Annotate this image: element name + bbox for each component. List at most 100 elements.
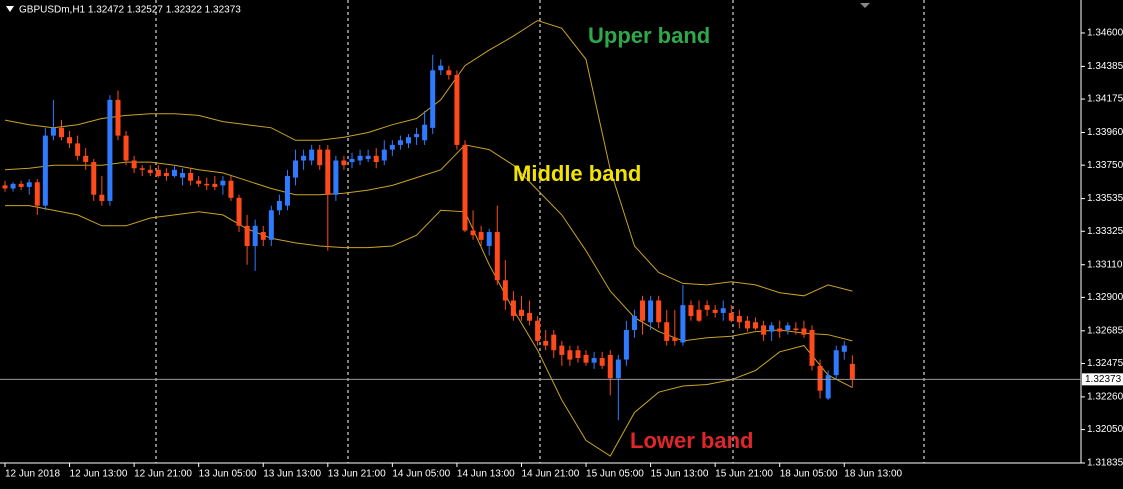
- y-tick-label: 1.32260: [1087, 392, 1123, 403]
- candle-body: [648, 300, 654, 323]
- candle-body: [704, 305, 710, 310]
- candle-body: [212, 183, 218, 187]
- candle-body: [833, 350, 839, 376]
- candle-body: [91, 162, 97, 195]
- candle-body: [761, 325, 767, 335]
- candle-body: [365, 155, 371, 159]
- candle-body: [623, 330, 629, 360]
- candle-body: [720, 308, 726, 313]
- candle-body: [26, 182, 32, 187]
- candle-body: [494, 232, 500, 281]
- candle-body: [793, 328, 799, 331]
- candle-body: [389, 144, 395, 150]
- candle-body: [478, 232, 484, 240]
- candle-body: [615, 359, 621, 379]
- band-line: [4, 19, 853, 297]
- candle-body: [139, 168, 145, 170]
- candle-body: [42, 135, 48, 206]
- candle-body: [309, 149, 315, 161]
- candle-body: [777, 328, 783, 332]
- candle-body: [664, 322, 670, 341]
- candle-body: [406, 137, 411, 144]
- candle-body: [228, 180, 234, 198]
- candle-body: [10, 183, 16, 189]
- candle-body: [268, 210, 274, 240]
- x-tick-label: 14 Jun 21:00: [521, 469, 579, 480]
- candle-body: [656, 300, 662, 323]
- y-tick-label: 1.31835: [1087, 458, 1123, 469]
- candle-body: [430, 70, 436, 128]
- candle-body: [527, 312, 533, 321]
- candle-body: [502, 280, 508, 301]
- candle-body: [454, 74, 460, 145]
- candle-body: [301, 155, 307, 161]
- candle-body: [341, 160, 347, 166]
- candle-body: [736, 316, 742, 323]
- x-tick-label: 18 Jun 05:00: [780, 469, 838, 480]
- x-tick-label: 13 Jun 21:00: [328, 469, 386, 480]
- candle-body: [486, 232, 492, 247]
- candle-body: [349, 158, 355, 163]
- candle-body: [357, 155, 363, 161]
- candle-body: [325, 149, 331, 195]
- candle-body: [769, 325, 775, 332]
- price-tag-label: 1.32373: [1085, 374, 1122, 385]
- candle-body: [99, 194, 105, 201]
- candle-body: [260, 232, 266, 240]
- y-tick-label: 1.32685: [1087, 325, 1123, 336]
- candle-body: [107, 99, 113, 201]
- band-line: [4, 144, 853, 342]
- candle-body: [397, 140, 403, 145]
- band-line: [5, 205, 853, 457]
- x-tick-label: 12 Jun 21:00: [134, 469, 192, 480]
- band-label: Middle band: [513, 161, 641, 186]
- candle-body: [438, 65, 444, 71]
- symbol-icon: [6, 6, 14, 12]
- x-tick-label: 15 Jun 05:00: [586, 469, 644, 480]
- y-tick-label: 1.33325: [1087, 226, 1123, 237]
- candle-body: [688, 305, 694, 317]
- candle-body: [631, 316, 637, 331]
- candle-body: [34, 182, 40, 206]
- x-tick-label: 12 Jun 13:00: [70, 469, 128, 480]
- candle-body: [753, 322, 759, 329]
- y-tick-label: 1.33535: [1087, 193, 1123, 204]
- band-label: Lower band: [630, 428, 753, 453]
- candle-body: [171, 169, 177, 177]
- x-tick-label: 13 Jun 13:00: [263, 469, 321, 480]
- y-tick-label: 1.34600: [1087, 28, 1123, 39]
- candle-body: [801, 328, 807, 335]
- candle-body: [575, 350, 581, 359]
- price-tag: [1082, 373, 1123, 386]
- y-tick-label: 1.34175: [1087, 94, 1123, 105]
- candle-body: [163, 172, 169, 177]
- y-tick-label: 1.32900: [1087, 292, 1123, 303]
- candle-body: [559, 345, 565, 355]
- x-tick-label: 12 Jun 2018: [5, 469, 60, 480]
- candle-body: [244, 225, 250, 247]
- candle-body: [196, 180, 202, 184]
- candle-body: [284, 176, 290, 206]
- candle-body: [236, 197, 242, 226]
- candle-body: [809, 330, 815, 366]
- candle-body: [115, 99, 121, 136]
- y-tick-label: 1.34385: [1087, 61, 1123, 72]
- candle-body: [583, 354, 589, 363]
- candle-body: [510, 300, 516, 317]
- y-tick-label: 1.32050: [1087, 424, 1123, 435]
- candle-body: [672, 337, 678, 341]
- candle-body: [50, 127, 56, 136]
- candle-body: [518, 309, 524, 317]
- candle-body: [83, 155, 89, 163]
- y-tick-label: 1.33110: [1087, 259, 1123, 270]
- candle-body: [276, 200, 282, 211]
- candle-body: [567, 350, 573, 360]
- candle-body: [333, 160, 339, 195]
- candle-body: [381, 149, 387, 161]
- candle-body: [785, 325, 791, 331]
- band-label: Upper band: [588, 23, 710, 48]
- candle-body: [252, 225, 258, 247]
- candle-body: [446, 70, 452, 75]
- x-tick-label: 14 Jun 05:00: [392, 469, 450, 480]
- candle-body: [817, 365, 823, 391]
